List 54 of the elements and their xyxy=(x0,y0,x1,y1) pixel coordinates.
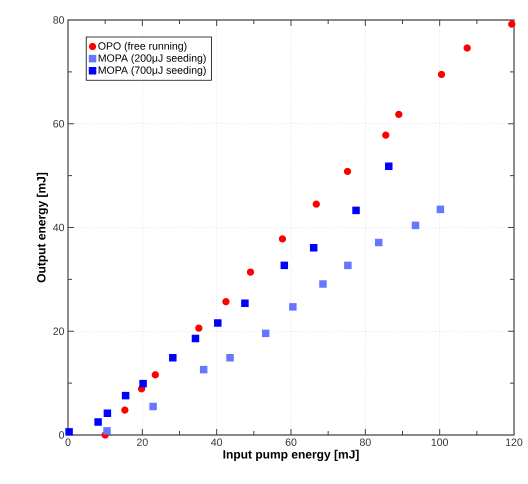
y-tick-label: 20 xyxy=(53,328,64,335)
x-tick-label: 120 xyxy=(506,438,522,446)
y-tick-label: 40 xyxy=(53,224,64,232)
point xyxy=(436,206,444,214)
point xyxy=(464,44,471,52)
point xyxy=(195,324,202,332)
point xyxy=(122,392,130,400)
point xyxy=(200,366,208,374)
point xyxy=(121,406,129,414)
point xyxy=(278,235,286,243)
legend-label: MOPA (200μJ seeding) xyxy=(98,54,206,64)
x-tick-label: 40 xyxy=(211,438,222,446)
point xyxy=(344,262,352,270)
point xyxy=(438,70,446,78)
x-tick-label: 80 xyxy=(360,438,371,446)
point xyxy=(312,200,320,208)
point xyxy=(412,222,420,230)
point xyxy=(103,427,111,435)
point xyxy=(226,354,234,362)
x-tick-label: 100 xyxy=(432,438,448,446)
point xyxy=(508,20,516,28)
y-tick-label: 60 xyxy=(53,120,64,128)
point xyxy=(139,380,147,388)
point xyxy=(65,428,73,436)
x-axis-title: Input pump energy [mJ] xyxy=(223,450,359,462)
point xyxy=(385,162,392,170)
x-tick-label: 0 xyxy=(65,438,70,446)
point xyxy=(344,168,352,176)
point xyxy=(152,371,159,378)
point xyxy=(169,354,177,362)
point xyxy=(214,319,222,327)
y-tick-label: 80 xyxy=(53,16,64,24)
point xyxy=(395,110,402,118)
point xyxy=(262,330,270,338)
point xyxy=(222,298,230,306)
point xyxy=(289,303,297,311)
point xyxy=(319,280,327,288)
legend-label: OPO (free running) xyxy=(98,42,186,52)
point xyxy=(192,334,200,342)
point xyxy=(246,268,254,276)
point xyxy=(352,206,360,214)
x-tick-label: 60 xyxy=(286,438,296,446)
point xyxy=(280,262,288,270)
point xyxy=(310,244,318,252)
point xyxy=(94,418,102,426)
point xyxy=(104,409,112,417)
point xyxy=(149,402,157,410)
point xyxy=(241,299,249,307)
point xyxy=(382,132,390,139)
x-tick-label: 20 xyxy=(137,438,148,446)
point xyxy=(374,238,382,246)
legend-label: MOPA (700μJ seeding) xyxy=(98,66,206,76)
y-tick-label: 0 xyxy=(59,431,64,439)
y-axis-title: Output energy [mJ] xyxy=(36,172,48,282)
